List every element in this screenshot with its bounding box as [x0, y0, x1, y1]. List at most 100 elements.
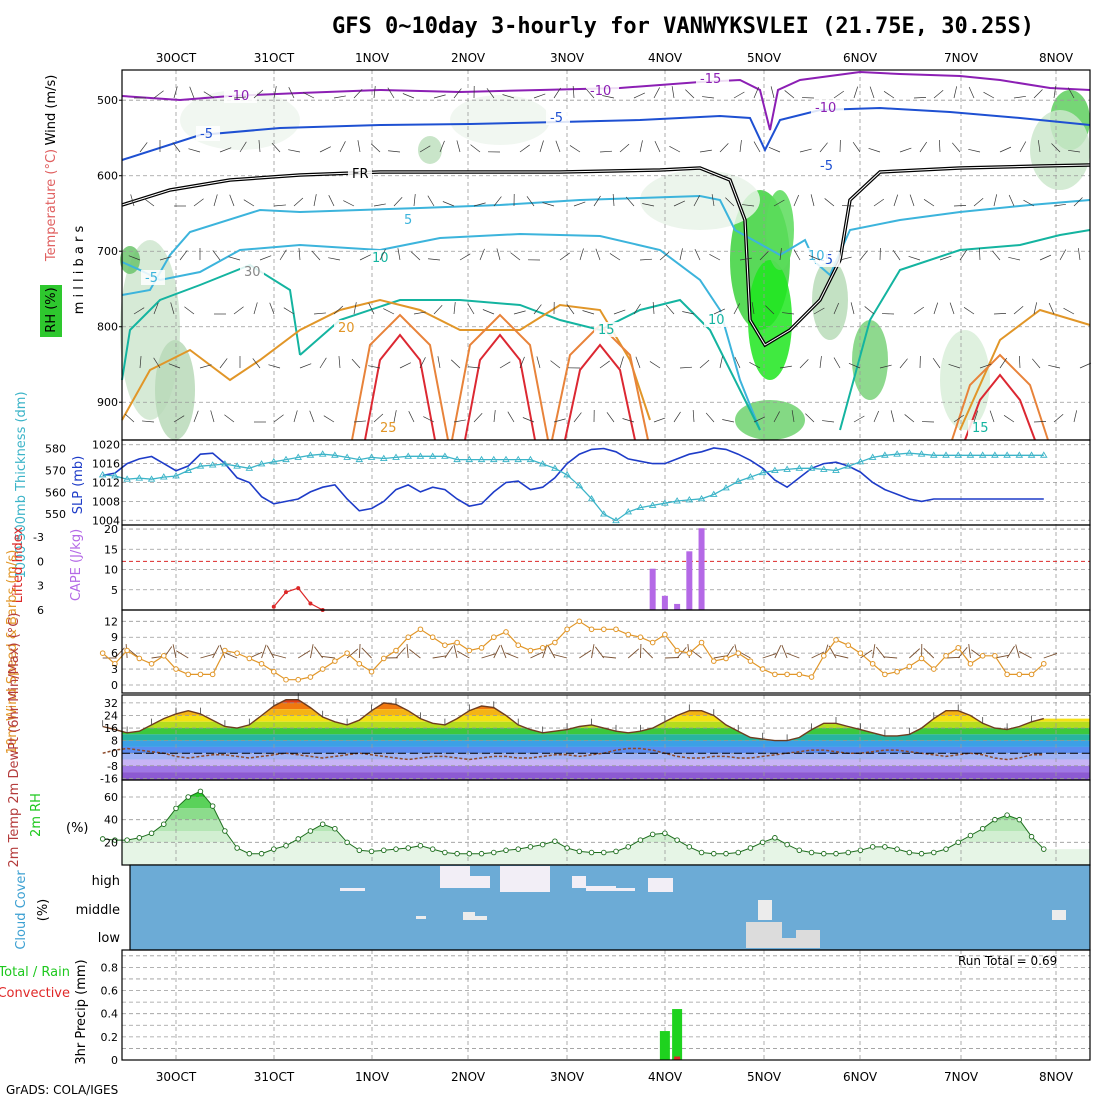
y-tick-label-thickness: 550 [45, 508, 66, 521]
wind-barb [313, 312, 326, 315]
cloud-low [796, 930, 820, 948]
temp-band [122, 702, 1090, 710]
wind-barb [513, 310, 526, 315]
cloud-level-label: high [92, 874, 120, 889]
thickness-marker [832, 466, 840, 473]
wind-barb [595, 248, 601, 261]
thickness-marker [991, 451, 999, 458]
y-tick-label: 20 [104, 836, 118, 849]
wind-speed-marker [759, 666, 766, 672]
wind-speed-marker [124, 647, 130, 654]
wind-barb [320, 655, 335, 659]
wind-barb [297, 650, 311, 659]
wind-barb [493, 410, 496, 423]
wind-barb [188, 148, 201, 153]
wind-barb [685, 89, 695, 99]
wind-barb [582, 310, 595, 315]
rh-marker [576, 848, 583, 855]
wind-speed-marker [380, 655, 387, 662]
thickness-marker [758, 468, 767, 476]
rh-marker [821, 850, 827, 857]
rh-marker [283, 842, 289, 849]
wind-barb [473, 202, 486, 207]
y-tick-label: 0.2 [101, 1031, 119, 1044]
wind-barb [450, 359, 461, 369]
y-tick-label: 0 [111, 747, 118, 760]
wind-speed-marker [368, 668, 375, 675]
wind-barb [705, 412, 715, 423]
contour-label-bg [348, 166, 372, 181]
date-tick-label: 31OCT [254, 1070, 295, 1084]
cape-bar [698, 528, 705, 610]
y-label-rh2m: 2m RH [29, 793, 44, 837]
temp-band [122, 715, 1090, 722]
wind-barb [759, 251, 769, 261]
thickness-marker [184, 466, 193, 473]
cloud-high [648, 878, 673, 892]
wind-barb [782, 312, 795, 315]
wind-barb [1037, 140, 1041, 153]
cloud-level-label: middle [76, 903, 120, 918]
rh-marker [735, 849, 741, 856]
wind-barb [852, 141, 861, 153]
wind-barb [872, 644, 876, 659]
y-tick-label-thickness: 570 [45, 465, 66, 478]
rh-marker [711, 850, 717, 857]
wind-barb [1063, 307, 1075, 315]
wind-barb [834, 654, 849, 659]
upper-air-panel: -10-10-15-10-5-5-5FR510-52015102515-5103… [40, 69, 1092, 441]
wind-barb [252, 358, 261, 369]
wind-barb [419, 145, 431, 153]
rh-marker [356, 847, 363, 854]
contour-label-bg [334, 320, 358, 335]
y-tick-label: 600 [97, 170, 118, 183]
rh-shade [120, 246, 140, 274]
y-tick-label: 0 [111, 679, 118, 692]
thickness-marker [147, 475, 156, 482]
contour-label: -10 [815, 101, 836, 116]
contour-label: -10 [590, 84, 611, 99]
wind-barb [933, 90, 944, 99]
wind-barb [493, 196, 502, 207]
wind-barb [1032, 358, 1041, 369]
wind-speed-marker [564, 626, 570, 633]
thickness-marker [1027, 451, 1036, 458]
thickness-marker [428, 452, 437, 459]
wind-barb [1053, 203, 1066, 207]
thickness-marker [538, 460, 547, 467]
temp-band [122, 728, 1090, 735]
wind-barb [1019, 355, 1021, 369]
rh-marker [649, 831, 656, 838]
rh-marker [307, 828, 314, 834]
wind-barb [913, 97, 927, 99]
wind-barb [786, 652, 800, 659]
wind-barb [442, 201, 455, 207]
wind-barb [642, 203, 655, 207]
wind-barb [428, 258, 441, 261]
wind-barb [346, 648, 359, 659]
thickness-marker [709, 490, 718, 497]
rh-marker [747, 845, 754, 851]
wind-barb [653, 87, 660, 99]
wind-barb [1008, 256, 1021, 261]
temp-band [122, 740, 1090, 747]
rh-marker [527, 844, 534, 850]
wind-barb [627, 648, 640, 659]
thickness-marker [343, 453, 351, 460]
thickness-marker [526, 455, 535, 463]
contour-label: 20 [338, 321, 355, 336]
wind-barb [193, 410, 199, 423]
wind-barb [923, 647, 935, 659]
wind-speed-marker [332, 658, 338, 664]
wind-barb [213, 194, 218, 207]
wind-barb [639, 258, 652, 261]
thickness-marker [477, 455, 486, 463]
rh-marker [601, 849, 607, 856]
wind-barb [553, 654, 568, 659]
contour-temp [464, 333, 536, 441]
wind-barb [456, 140, 461, 153]
rh-marker [124, 837, 130, 843]
wind-barb [850, 302, 855, 315]
wind-barb [1015, 644, 1020, 659]
wind-speed-marker [539, 645, 546, 651]
